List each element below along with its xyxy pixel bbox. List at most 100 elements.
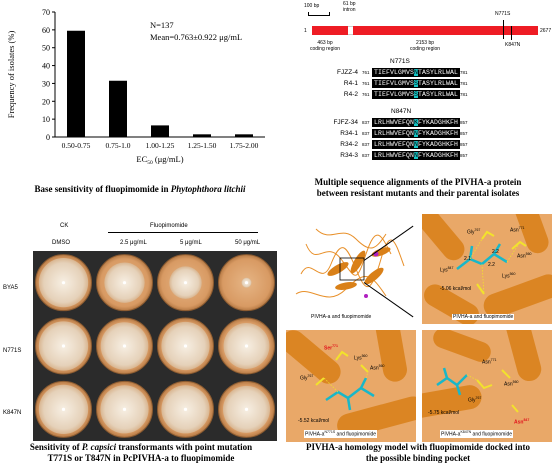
sequence-end: 857: [460, 142, 468, 147]
inoculum-plug: [183, 281, 188, 285]
row-label-n771s: N771S: [3, 348, 22, 354]
residues-after: FYKADGHKFH: [418, 141, 459, 148]
caption-base-sensitivity: Base sensitivity of fluopimomide in Phyt…: [34, 184, 246, 194]
row-label-k847n: K847N: [3, 410, 22, 416]
y-axis-label: Frequency of isolates (%): [6, 31, 16, 119]
row-label-bya5: BYA5: [3, 285, 18, 291]
alignment-row: R34-1 837 LRLHWVEFQNNFYKADGHKFH 857: [290, 129, 554, 139]
n771s-pocket: [286, 330, 416, 438]
x-tick-label: 1.00-1.25: [146, 141, 175, 150]
inoculum-plug: [244, 281, 249, 285]
residues-after: TASYLRLWAL: [418, 91, 459, 98]
model-k847n: Asn771 Asn560 Gly767 Asn847 -5.75 kcal/m…: [422, 330, 552, 442]
mutation-marker-1: [503, 20, 504, 39]
label-ser: Ser771: [324, 344, 338, 352]
residues-before: LRLHWVEFQN: [374, 119, 415, 126]
bar: [235, 134, 253, 137]
residues-before: TIEFVLGMVS: [374, 91, 415, 98]
alignment-2: N847N FJFZ-34 837 LRLHWVEFQNKFYKADGHKFH 857…: [290, 108, 554, 168]
sequence-start: 761: [362, 92, 370, 97]
plate-grid: [33, 251, 277, 441]
sequence-name: R34-1: [340, 130, 358, 137]
inoculum-plug: [122, 344, 127, 348]
sequence-end: 857: [460, 120, 468, 125]
alignment-row: R4-2 761 TIEFVLGMVSSTASYLRLWAL 781: [290, 90, 554, 100]
x-axis-label: EC50 (μg/mL): [136, 154, 183, 166]
residues-after: FYKADGHKFH: [418, 119, 459, 126]
y-tick-label: 50: [42, 44, 50, 53]
gene-diagram: 100 bp 61 bp intron 1 N771S K847N 2677 4…: [290, 0, 554, 65]
mutation-label-top: N771S: [495, 11, 511, 17]
x-tick-label: 0.75-1.0: [106, 141, 131, 150]
conc-label-3: 50 μg/mL: [235, 240, 261, 246]
intron-label: 61 bp intron: [343, 1, 356, 13]
sequence-start: 837: [362, 142, 370, 147]
fluo-bracket: [108, 232, 258, 233]
alignment-row: R4-1 761 TIEFVLGMVSSTASYLRLWAL 781: [290, 79, 554, 89]
highlighted-residue: K: [414, 119, 419, 126]
fluopimomide-label: Fluopimomide: [150, 223, 188, 229]
dist-3: 2.2: [492, 249, 499, 255]
model-zoom-wt: Gly767 Asn771 Asn560 Lys847 Lys560 2.1 2…: [422, 214, 552, 324]
energy-2: -5.52 kcal/mol: [298, 418, 330, 424]
inoculum-plug: [61, 407, 66, 411]
label-asn-n771s: Asn560: [370, 364, 385, 372]
label-asn: Asn771: [510, 226, 525, 234]
conc-label-2: 5 μg/mL: [180, 240, 202, 246]
label-lys: Lys847: [440, 266, 454, 274]
sequence-start: 837: [362, 131, 370, 136]
sequence-residues: TIEFVLGMVSNTASYLRLWAL: [372, 68, 461, 77]
label-asn-mut: Asn847: [514, 418, 530, 426]
sequence-name: R34-3: [340, 152, 358, 159]
label-gly-k847n: Gly767: [468, 396, 482, 404]
inoculum-plug: [183, 344, 188, 348]
model-caption-1: PIVHA-a and fluopimomide: [311, 314, 372, 320]
highlighted-residue: N: [414, 69, 419, 76]
k847n-pocket: [422, 330, 542, 419]
y-tick-label: 60: [42, 26, 50, 35]
model-caption-3: PIVHA-aN771S and fluopimomide: [304, 430, 378, 438]
bar: [67, 30, 85, 137]
label-gly: Gly767: [467, 228, 481, 236]
bar: [109, 80, 127, 137]
species-name: Phytophthora litchii: [170, 184, 246, 194]
ck-label: CK: [60, 223, 69, 229]
x-tick-label: 0.50-0.75: [62, 141, 91, 150]
end-label: 2677: [540, 28, 552, 34]
label-gly-n771s: Gly767: [300, 374, 314, 382]
bar-chart-panel: 0 10 20 30 40 50 60 70 0.50-0.75 0.75-1.0 1.00-1.2…: [0, 0, 275, 170]
label-asn2: Asn560: [517, 252, 532, 260]
annotation-n: N=137: [150, 20, 174, 30]
inoculum-plug: [122, 407, 127, 411]
alignment-2-title: N847N: [391, 108, 412, 115]
sequence-start: 837: [362, 120, 370, 125]
highlighted-residue: N: [414, 141, 419, 148]
alignment-1: N771S FJZZ-4 761 TIEFVLGMVSNTASYLRLWAL 781 R…: [290, 58, 554, 108]
sequence-residues: TIEFVLGMVSSTASYLRLWAL: [372, 90, 461, 99]
inoculum-plug: [183, 407, 188, 411]
region2-label: 2153 bp coding region: [410, 40, 441, 52]
inoculum-plug: [122, 281, 127, 285]
sequence-residues: LRLHWVEFQNNFYKADGHKFH: [372, 140, 461, 149]
energy-1: -5.06 kcal/mol: [440, 286, 472, 292]
label-asn-k847n: Asn771: [482, 358, 497, 366]
scale-bar: [308, 12, 330, 16]
x-tick-label: 1.25-1.50: [188, 141, 217, 150]
inoculum-plug: [244, 344, 249, 348]
start-label: 1: [304, 28, 307, 34]
bar-chart: 0 10 20 30 40 50 60 70 0.50-0.75 0.75-1.0 1.00-1.2…: [6, 8, 265, 166]
model-caption-2: PIVHA-a and fluopimomide: [452, 314, 515, 320]
dist-1: 2.1: [464, 256, 471, 262]
conc-label-1: 2.5 μg/mL: [120, 240, 147, 246]
model-caption-4: PIVHA-aK847N and fluopimomide: [440, 430, 514, 438]
intron: [348, 26, 353, 35]
inoculum-plug: [61, 281, 66, 285]
sequence-residues: LRLHWVEFQNNFYKADGHKFH: [372, 151, 461, 160]
dmso-label: DMSO: [52, 240, 70, 246]
alignment-row: FJZZ-4 761 TIEFVLGMVSNTASYLRLWAL 781: [290, 68, 554, 78]
model-panel: PIVHA-a and fluopimomide Gly767 Asn771: [286, 212, 554, 444]
annotation-mean: Mean=0.763±0.922 μg/mL: [150, 32, 242, 42]
sequence-residues: LRLHWVEFQNKFYKADGHKFH: [372, 118, 461, 127]
caption-plates: Sensitivity of P. capsici transformants …: [29, 442, 253, 463]
sequence-start: 837: [362, 153, 370, 158]
